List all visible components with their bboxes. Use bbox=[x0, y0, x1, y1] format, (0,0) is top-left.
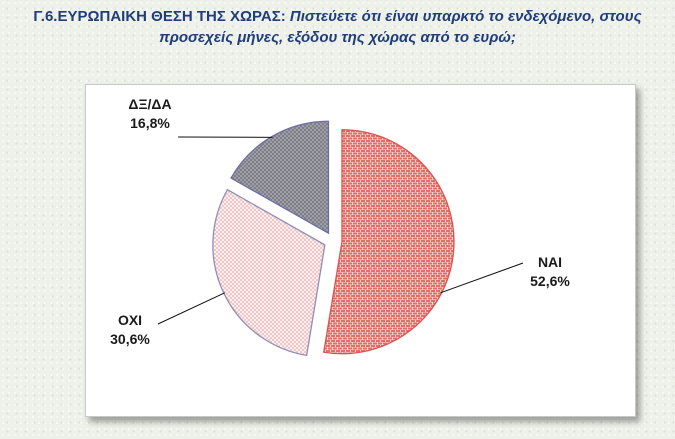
chart-title: Γ.6.ΕΥΡΩΠΑΙΚΗ ΘΕΣΗ ΤΗΣ ΧΩΡΑΣ: Πιστεύετε … bbox=[0, 6, 675, 48]
leader-line-ΟΧΙ bbox=[157, 292, 225, 325]
title-lead: Γ.6.ΕΥΡΩΠΑΙΚΗ ΘΕΣΗ ΤΗΣ ΧΩΡΑΣ: bbox=[33, 8, 286, 25]
chart-panel: ΝΑΙ 52,6% ΟΧΙ 30,6% ΔΞ/ΔΑ 16,8% bbox=[85, 84, 636, 417]
slice-label-ΟΧΙ: ΟΧΙ bbox=[118, 312, 142, 328]
leader-line-ΝΑΙ bbox=[440, 262, 524, 294]
pie-slice-ΝΑΙ bbox=[323, 129, 455, 355]
title-question-line2: προσεχείς μήνες, εξόδου της χώρας από το… bbox=[159, 29, 516, 46]
pie-slice-ΔΞ/ΔΑ bbox=[230, 120, 330, 235]
pie-chart: ΝΑΙ 52,6% ΟΧΙ 30,6% ΔΞ/ΔΑ 16,8% bbox=[110, 96, 570, 357]
slice-value-label-ΟΧΙ: 30,6% bbox=[110, 331, 150, 347]
slice-label-ΝΑΙ: ΝΑΙ bbox=[538, 254, 562, 270]
slice-label-ΔΞ/ΔΑ: ΔΞ/ΔΑ bbox=[128, 96, 171, 112]
title-question-line1: Πιστεύετε ότι είναι υπαρκτό το ενδεχόμεν… bbox=[285, 8, 642, 25]
slice-value-label-ΝΑΙ: 52,6% bbox=[530, 273, 570, 289]
slice-value-label-ΔΞ/ΔΑ: 16,8% bbox=[130, 115, 170, 131]
